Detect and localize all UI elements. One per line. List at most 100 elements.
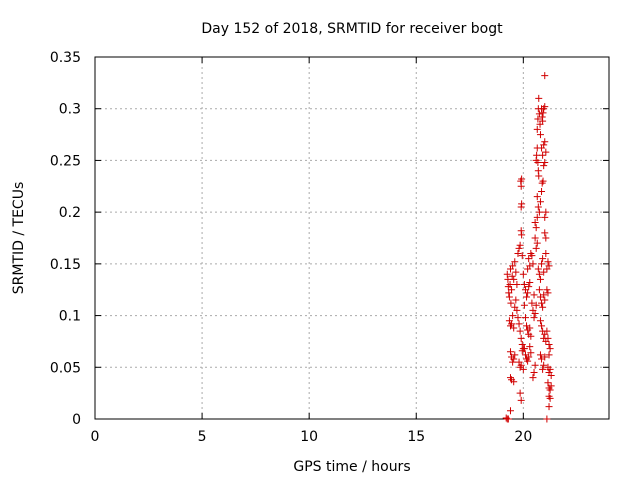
data-point bbox=[547, 382, 555, 390]
data-point bbox=[542, 234, 550, 242]
data-point bbox=[517, 361, 525, 369]
data-point bbox=[524, 357, 532, 365]
data-point bbox=[541, 229, 549, 237]
data-point bbox=[526, 324, 534, 332]
data-point bbox=[538, 299, 546, 307]
data-point bbox=[547, 372, 555, 380]
data-point bbox=[528, 252, 536, 260]
data-point bbox=[542, 250, 550, 258]
data-point bbox=[510, 378, 518, 386]
data-point bbox=[520, 345, 528, 353]
y-tick-label: 0.1 bbox=[59, 309, 81, 325]
data-point bbox=[517, 334, 525, 342]
data-point bbox=[530, 291, 538, 299]
data-point bbox=[514, 314, 522, 322]
data-point bbox=[539, 109, 547, 117]
data-point bbox=[531, 310, 539, 318]
data-point bbox=[541, 138, 549, 146]
data-point bbox=[506, 407, 514, 415]
data-point bbox=[509, 358, 517, 366]
data-point bbox=[534, 158, 542, 166]
x-tick-label: 5 bbox=[198, 429, 207, 445]
data-point bbox=[529, 374, 537, 382]
data-point bbox=[534, 115, 542, 123]
plot-frame bbox=[94, 56, 610, 420]
data-point bbox=[544, 289, 552, 297]
data-point bbox=[536, 275, 544, 283]
data-point bbox=[536, 317, 544, 325]
data-point bbox=[535, 94, 543, 102]
data-point bbox=[519, 365, 527, 373]
data-point bbox=[543, 286, 551, 294]
data-point bbox=[524, 289, 532, 297]
data-point bbox=[534, 203, 542, 211]
data-point bbox=[539, 365, 547, 373]
data-point bbox=[544, 258, 552, 266]
data-point bbox=[539, 177, 547, 185]
data-point bbox=[526, 278, 534, 286]
data-point bbox=[520, 281, 528, 289]
x-tick-label: 15 bbox=[407, 429, 425, 445]
y-axis-label: SRMTID / TECUs bbox=[11, 182, 27, 295]
data-point bbox=[516, 241, 524, 249]
data-point bbox=[513, 281, 521, 289]
grid-lines bbox=[95, 57, 609, 419]
data-point bbox=[532, 224, 540, 232]
data-point bbox=[546, 345, 554, 353]
data-point bbox=[545, 262, 553, 270]
data-point bbox=[531, 218, 539, 226]
y-tick-label: 0.05 bbox=[50, 360, 81, 376]
data-point bbox=[523, 293, 531, 301]
data-point bbox=[540, 141, 548, 149]
data-point bbox=[514, 250, 522, 258]
data-point bbox=[530, 368, 538, 376]
data-point bbox=[503, 270, 511, 278]
data-point bbox=[538, 187, 546, 195]
data-point bbox=[538, 322, 546, 330]
data-point bbox=[536, 198, 544, 206]
data-point bbox=[518, 200, 526, 208]
data-point bbox=[517, 182, 525, 190]
data-point bbox=[525, 283, 533, 291]
data-point bbox=[545, 351, 553, 359]
data-point bbox=[509, 262, 517, 270]
data-point bbox=[518, 175, 526, 183]
data-point bbox=[515, 244, 523, 252]
data-point bbox=[539, 117, 547, 125]
data-point bbox=[520, 301, 528, 309]
data-point bbox=[508, 286, 516, 294]
data-point bbox=[533, 151, 541, 159]
data-point bbox=[518, 252, 526, 260]
data-point bbox=[521, 314, 529, 322]
data-point bbox=[544, 379, 552, 387]
data-point bbox=[527, 349, 535, 357]
data-point bbox=[507, 299, 515, 307]
data-point bbox=[541, 158, 549, 166]
data-point bbox=[518, 231, 526, 239]
data-point bbox=[541, 353, 549, 361]
data-point bbox=[543, 415, 551, 423]
data-point bbox=[506, 281, 514, 289]
data-point bbox=[512, 268, 520, 276]
data-point bbox=[539, 303, 547, 311]
data-point bbox=[533, 213, 541, 221]
data-point bbox=[536, 351, 544, 359]
x-axis-label: GPS time / hours bbox=[293, 459, 410, 475]
data-point bbox=[526, 343, 534, 351]
data-point bbox=[516, 389, 524, 397]
data-point bbox=[525, 255, 533, 263]
data-point bbox=[510, 275, 518, 283]
data-point bbox=[534, 265, 542, 273]
data-point bbox=[531, 361, 539, 369]
data-point bbox=[539, 151, 547, 159]
data-point bbox=[535, 286, 543, 294]
axis-ticks: 0 5 10 15 20 0 0.05 0.1 0.15 0.2 0.25 0.3 0.35 bbox=[50, 50, 609, 445]
data-point bbox=[536, 131, 544, 139]
data-point bbox=[504, 415, 512, 423]
data-point bbox=[511, 351, 519, 359]
data-point bbox=[517, 396, 525, 404]
data-point bbox=[541, 72, 549, 80]
data-point bbox=[525, 353, 533, 361]
data-point bbox=[546, 386, 554, 394]
